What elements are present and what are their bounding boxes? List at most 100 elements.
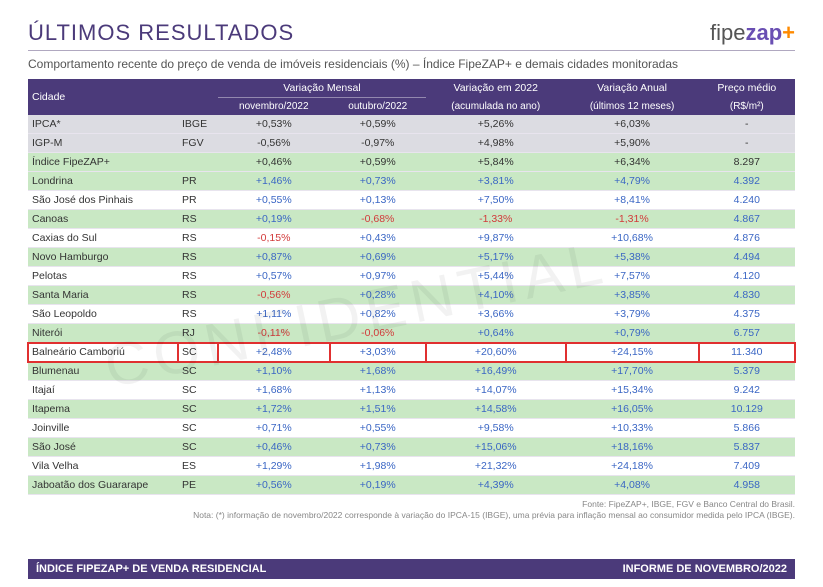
- cell: +15,06%: [426, 438, 566, 457]
- cell: -0,11%: [218, 324, 330, 343]
- cell: +3,66%: [426, 305, 566, 324]
- source-note: Fonte: FipeZAP+, IBGE, FGV e Banco Centr…: [28, 499, 795, 521]
- cell: Caxias do Sul: [28, 229, 178, 248]
- page-subtitle: Comportamento recente do preço de venda …: [28, 57, 795, 71]
- cell: +0,19%: [218, 210, 330, 229]
- cell: 9.242: [699, 381, 795, 400]
- cell: Pelotas: [28, 267, 178, 286]
- cell: +0,46%: [218, 438, 330, 457]
- cell: +9,58%: [426, 419, 566, 438]
- cell: +0,53%: [218, 115, 330, 134]
- cell: IBGE: [178, 115, 218, 134]
- cell: +1,98%: [330, 457, 426, 476]
- cell: 5.866: [699, 419, 795, 438]
- cell: SC: [178, 362, 218, 381]
- cell: +7,50%: [426, 191, 566, 210]
- cell: +10,33%: [566, 419, 699, 438]
- cell: SC: [178, 381, 218, 400]
- cell: +3,85%: [566, 286, 699, 305]
- table-row: Balneário CamboriúSC+2,48%+3,03%+20,60%+…: [28, 343, 795, 362]
- cell: -0,15%: [218, 229, 330, 248]
- page-title: ÚLTIMOS RESULTADOS: [28, 20, 294, 46]
- cell: Joinville: [28, 419, 178, 438]
- cell: +3,79%: [566, 305, 699, 324]
- logo: fipezap+: [710, 20, 795, 46]
- cell: São José dos Pinhais: [28, 191, 178, 210]
- cell: 5.837: [699, 438, 795, 457]
- cell: +0,87%: [218, 248, 330, 267]
- cell: Novo Hamburgo: [28, 248, 178, 267]
- cell: IPCA*: [28, 115, 178, 134]
- cell: +0,55%: [218, 191, 330, 210]
- cell: PR: [178, 172, 218, 191]
- cell: -: [699, 115, 795, 134]
- cell: -1,31%: [566, 210, 699, 229]
- cell: 4.392: [699, 172, 795, 191]
- th-uf: [178, 79, 218, 115]
- th-var-mensal: Variação Mensal: [218, 79, 426, 98]
- cell: FGV: [178, 134, 218, 153]
- cell: +0,97%: [330, 267, 426, 286]
- cell: +24,18%: [566, 457, 699, 476]
- cell: -0,97%: [330, 134, 426, 153]
- cell: +1,46%: [218, 172, 330, 191]
- table-row: ItapemaSC+1,72%+1,51%+14,58%+16,05%10.12…: [28, 400, 795, 419]
- cell: -0,56%: [218, 134, 330, 153]
- cell: +21,32%: [426, 457, 566, 476]
- cell: +0,55%: [330, 419, 426, 438]
- table-row: PelotasRS+0,57%+0,97%+5,44%+7,57%4.120: [28, 267, 795, 286]
- cell: +4,98%: [426, 134, 566, 153]
- cell: Itajaí: [28, 381, 178, 400]
- table-row: BlumenauSC+1,10%+1,68%+16,49%+17,70%5.37…: [28, 362, 795, 381]
- cell: -0,68%: [330, 210, 426, 229]
- cell: +0,56%: [218, 476, 330, 495]
- cell: +0,57%: [218, 267, 330, 286]
- cell: +16,49%: [426, 362, 566, 381]
- cell: 4.120: [699, 267, 795, 286]
- cell: Santa Maria: [28, 286, 178, 305]
- cell: +0,82%: [330, 305, 426, 324]
- cell: +0,73%: [330, 438, 426, 457]
- cell: +3,81%: [426, 172, 566, 191]
- footer-left: ÍNDICE FIPEZAP+ DE VENDA RESIDENCIAL: [36, 563, 266, 575]
- cell: 11.340: [699, 343, 795, 362]
- cell: +0,69%: [330, 248, 426, 267]
- cell: 4.375: [699, 305, 795, 324]
- logo-zap: zap: [745, 20, 782, 45]
- cell: +5,38%: [566, 248, 699, 267]
- cell: SC: [178, 419, 218, 438]
- table-row: Índice FipeZAP++0,46%+0,59%+5,84%+6,34%8…: [28, 153, 795, 172]
- table-row: São JoséSC+0,46%+0,73%+15,06%+18,16%5.83…: [28, 438, 795, 457]
- footer: ÍNDICE FIPEZAP+ DE VENDA RESIDENCIAL INF…: [28, 559, 795, 579]
- cell: +3,03%: [330, 343, 426, 362]
- cell: +24,15%: [566, 343, 699, 362]
- cell: +5,44%: [426, 267, 566, 286]
- cell: SC: [178, 438, 218, 457]
- cell: +16,05%: [566, 400, 699, 419]
- cell: -1,33%: [426, 210, 566, 229]
- th-var-anual-sub: (últimos 12 meses): [566, 98, 699, 116]
- footer-right: INFORME DE NOVEMBRO/2022: [623, 563, 787, 575]
- note-line-1: Fonte: FipeZAP+, IBGE, FGV e Banco Centr…: [28, 499, 795, 510]
- cell: +6,03%: [566, 115, 699, 134]
- cell: +5,26%: [426, 115, 566, 134]
- header-bar: ÚLTIMOS RESULTADOS fipezap+: [28, 20, 795, 51]
- cell: RS: [178, 248, 218, 267]
- cell: +1,29%: [218, 457, 330, 476]
- cell: IGP-M: [28, 134, 178, 153]
- cell: +0,46%: [218, 153, 330, 172]
- cell: São José: [28, 438, 178, 457]
- table-row: CanoasRS+0,19%-0,68%-1,33%-1,31%4.867: [28, 210, 795, 229]
- table-row: IPCA*IBGE+0,53%+0,59%+5,26%+6,03%-: [28, 115, 795, 134]
- cell: +20,60%: [426, 343, 566, 362]
- cell: PR: [178, 191, 218, 210]
- cell: RS: [178, 286, 218, 305]
- table-row: Caxias do SulRS-0,15%+0,43%+9,87%+10,68%…: [28, 229, 795, 248]
- cell: +1,68%: [218, 381, 330, 400]
- cell: [178, 153, 218, 172]
- data-table: Cidade Variação Mensal Variação em 2022 …: [28, 79, 795, 495]
- table-row: IGP-MFGV-0,56%-0,97%+4,98%+5,90%-: [28, 134, 795, 153]
- th-nov: novembro/2022: [218, 98, 330, 116]
- cell: Balneário Camboriú: [28, 343, 178, 362]
- cell: +0,73%: [330, 172, 426, 191]
